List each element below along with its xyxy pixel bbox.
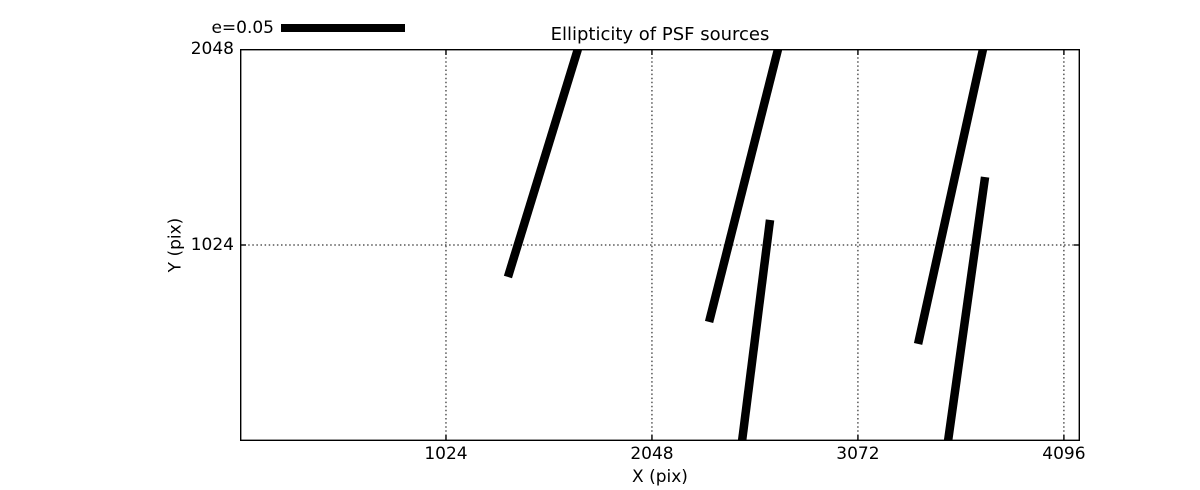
xtick-label-3072: 3072: [836, 444, 880, 464]
y-axis-label: Y (pix): [165, 217, 186, 273]
legend-key-label: e=0.05: [211, 18, 274, 38]
legend-key-bar: [281, 24, 405, 32]
whisker-segment-4: [913, 49, 988, 345]
whisker-segment-2: [704, 49, 783, 323]
xtick-label-1024: 1024: [424, 444, 468, 464]
xtick-label-4096: 4096: [1042, 444, 1086, 464]
whisker-segment-5: [943, 176, 990, 441]
chart-title: Ellipticity of PSF sources: [550, 24, 770, 45]
whisker-segment-3: [737, 219, 775, 441]
x-axis-label: X (pix): [632, 467, 688, 487]
xtick-label-2048: 2048: [630, 444, 674, 464]
plot-area: [240, 49, 1080, 441]
ytick-label-2048: 2048: [190, 39, 234, 59]
ytick-label-1024: 1024: [190, 235, 234, 255]
whisker-segment-1: [503, 49, 582, 279]
axes-frame: [240, 49, 1080, 441]
